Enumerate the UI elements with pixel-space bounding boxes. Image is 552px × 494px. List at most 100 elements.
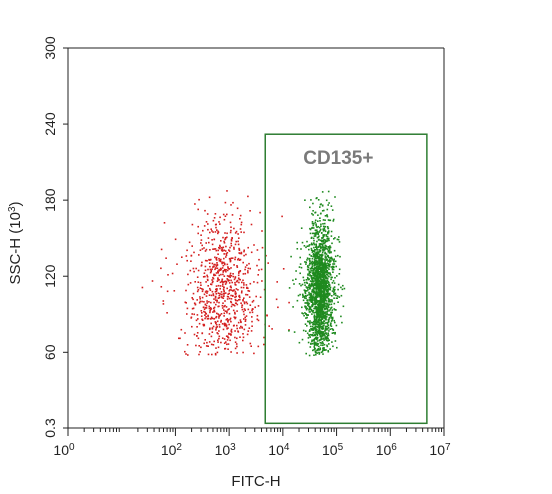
data-point	[191, 313, 193, 315]
data-point	[325, 333, 328, 335]
data-point	[244, 309, 246, 311]
data-point	[321, 244, 324, 247]
data-point	[316, 344, 318, 347]
data-point	[226, 298, 229, 300]
data-point	[317, 225, 319, 228]
data-point	[320, 280, 323, 283]
data-point	[248, 296, 251, 298]
data-point	[307, 320, 309, 323]
data-point	[305, 294, 307, 297]
data-point	[166, 312, 168, 314]
data-point	[317, 300, 320, 303]
data-point	[223, 322, 226, 325]
data-point	[243, 284, 245, 286]
data-point	[230, 300, 232, 303]
data-point	[198, 302, 201, 304]
data-point	[312, 277, 315, 280]
data-point	[203, 293, 206, 296]
data-point	[301, 312, 303, 314]
data-point	[226, 311, 228, 314]
data-point	[195, 267, 197, 270]
data-point	[217, 339, 219, 342]
data-point	[322, 327, 325, 330]
data-point	[314, 292, 316, 294]
data-point	[217, 313, 220, 315]
data-point	[300, 266, 303, 269]
data-point	[318, 249, 321, 251]
data-point	[229, 260, 232, 262]
data-point	[211, 239, 213, 241]
x-tick-base: 10	[215, 442, 231, 458]
data-point	[239, 228, 242, 230]
data-point	[318, 303, 321, 305]
data-point	[308, 334, 310, 336]
data-point	[263, 343, 265, 346]
data-point	[207, 314, 209, 317]
data-point	[324, 274, 326, 277]
data-point	[325, 235, 328, 237]
data-point	[320, 292, 322, 295]
data-point	[236, 279, 239, 282]
data-point	[303, 281, 306, 284]
data-point	[328, 275, 330, 278]
data-point	[195, 344, 197, 347]
data-point	[305, 290, 307, 292]
data-point	[217, 278, 219, 280]
data-point	[160, 286, 163, 288]
data-point	[209, 249, 211, 251]
data-point	[319, 304, 322, 307]
data-point	[315, 302, 317, 305]
data-point	[317, 343, 319, 345]
data-point	[226, 287, 228, 290]
data-point	[316, 313, 318, 316]
data-point	[314, 275, 316, 277]
data-point	[314, 287, 317, 290]
data-point	[305, 286, 308, 288]
data-point	[226, 343, 228, 346]
x-tick-base: 10	[53, 442, 69, 458]
data-point	[322, 228, 324, 230]
data-point	[317, 320, 320, 322]
data-point	[246, 302, 249, 305]
data-point	[253, 244, 255, 246]
data-point	[193, 251, 195, 254]
data-point	[315, 353, 317, 356]
data-point	[305, 297, 307, 300]
data-point	[304, 312, 306, 314]
data-point	[224, 269, 226, 272]
data-point	[230, 244, 233, 247]
data-point	[228, 249, 230, 251]
data-point	[321, 285, 323, 288]
data-point	[314, 211, 316, 214]
data-point	[295, 270, 297, 272]
data-point	[331, 309, 334, 311]
data-point	[307, 277, 309, 280]
data-point	[234, 243, 237, 246]
data-point	[315, 223, 317, 225]
data-point	[230, 320, 232, 323]
data-point	[314, 303, 317, 306]
data-point	[327, 255, 329, 257]
data-point	[204, 269, 207, 272]
data-point	[206, 318, 209, 320]
data-point	[320, 243, 323, 245]
data-point	[235, 302, 237, 305]
data-point	[202, 323, 205, 326]
data-point	[326, 235, 329, 238]
data-point	[337, 254, 339, 257]
data-point	[186, 307, 189, 310]
data-point	[309, 262, 311, 264]
data-point	[315, 231, 317, 233]
data-point	[323, 288, 325, 291]
data-point	[312, 274, 314, 277]
data-point	[242, 279, 244, 282]
data-point	[200, 242, 202, 244]
data-point	[234, 290, 237, 293]
data-point	[327, 298, 330, 300]
data-point	[313, 322, 315, 325]
data-point	[228, 275, 230, 278]
data-point	[308, 270, 311, 273]
data-point	[319, 291, 322, 293]
data-point	[211, 290, 214, 293]
data-point	[216, 280, 219, 282]
